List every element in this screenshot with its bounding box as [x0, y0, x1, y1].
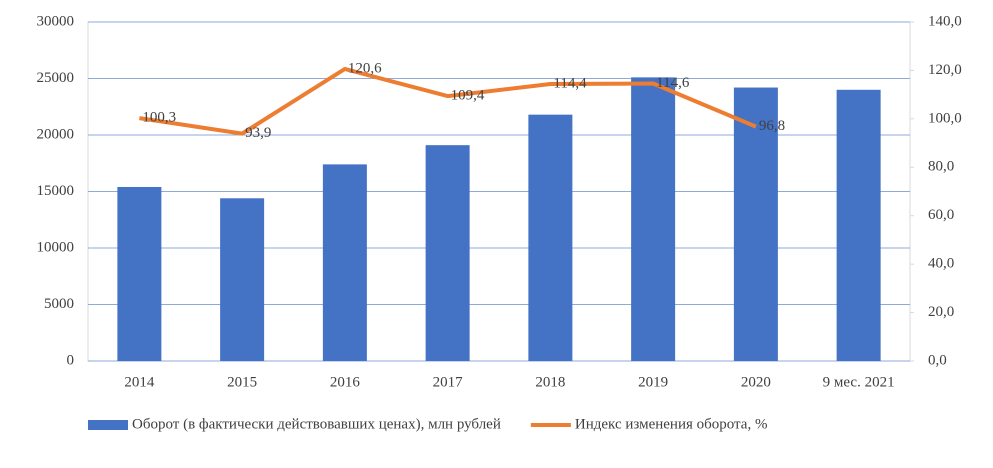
- y-tick-label: 10000: [37, 239, 75, 255]
- bar: [220, 198, 265, 361]
- line: [139, 66, 757, 136]
- y2-tick-label: 120,0: [928, 62, 962, 78]
- y2-tick-label: 20,0: [928, 304, 954, 320]
- bar: [836, 89, 881, 362]
- y2-tick-label: 100,0: [928, 110, 962, 126]
- data-label: 93,9: [245, 125, 271, 141]
- y2-tick-label: 40,0: [928, 256, 954, 272]
- y2-tick-label: 0,0: [928, 352, 947, 368]
- bar: [733, 87, 778, 361]
- x-tick-label: 2017: [433, 374, 464, 390]
- bar: [117, 186, 162, 361]
- y-tick-label: 0: [67, 352, 75, 368]
- legend-label: Оборот (в фактически действовавших ценах…: [132, 416, 501, 432]
- x-tick-label: 2020: [741, 374, 771, 390]
- data-label: 100,3: [142, 110, 176, 126]
- x-tick-label: 9 мес. 2021: [823, 374, 895, 390]
- bar: [631, 77, 676, 362]
- data-label: 109,4: [451, 88, 485, 104]
- y-tick-label: 5000: [44, 296, 74, 312]
- y2-tick-label: 80,0: [928, 159, 954, 175]
- bar: [322, 164, 367, 361]
- data-label: 114,6: [656, 75, 690, 91]
- legend-label: Индекс изменения оборота, %: [575, 416, 768, 432]
- y-tick-label: 15000: [37, 183, 75, 199]
- data-label: 120,6: [348, 60, 382, 76]
- y2-tick-label: 60,0: [928, 207, 954, 223]
- y-tick-label: 20000: [37, 126, 75, 142]
- x-tick-label: 2015: [227, 374, 257, 390]
- x-tick-label: 2018: [535, 374, 565, 390]
- data-label: 114,4: [553, 75, 587, 91]
- y-tick-label: 30000: [37, 13, 75, 29]
- bar: [528, 114, 573, 361]
- y2-tick-label: 140,0: [928, 13, 962, 29]
- x-tick-label: 2019: [638, 374, 668, 390]
- y-tick-label: 25000: [37, 70, 75, 86]
- data-label: 96,8: [759, 118, 785, 134]
- x-tick-label: 2016: [330, 374, 361, 390]
- legend-swatch: [88, 420, 128, 430]
- x-tick-label: 2014: [124, 374, 155, 390]
- bar: [425, 145, 470, 361]
